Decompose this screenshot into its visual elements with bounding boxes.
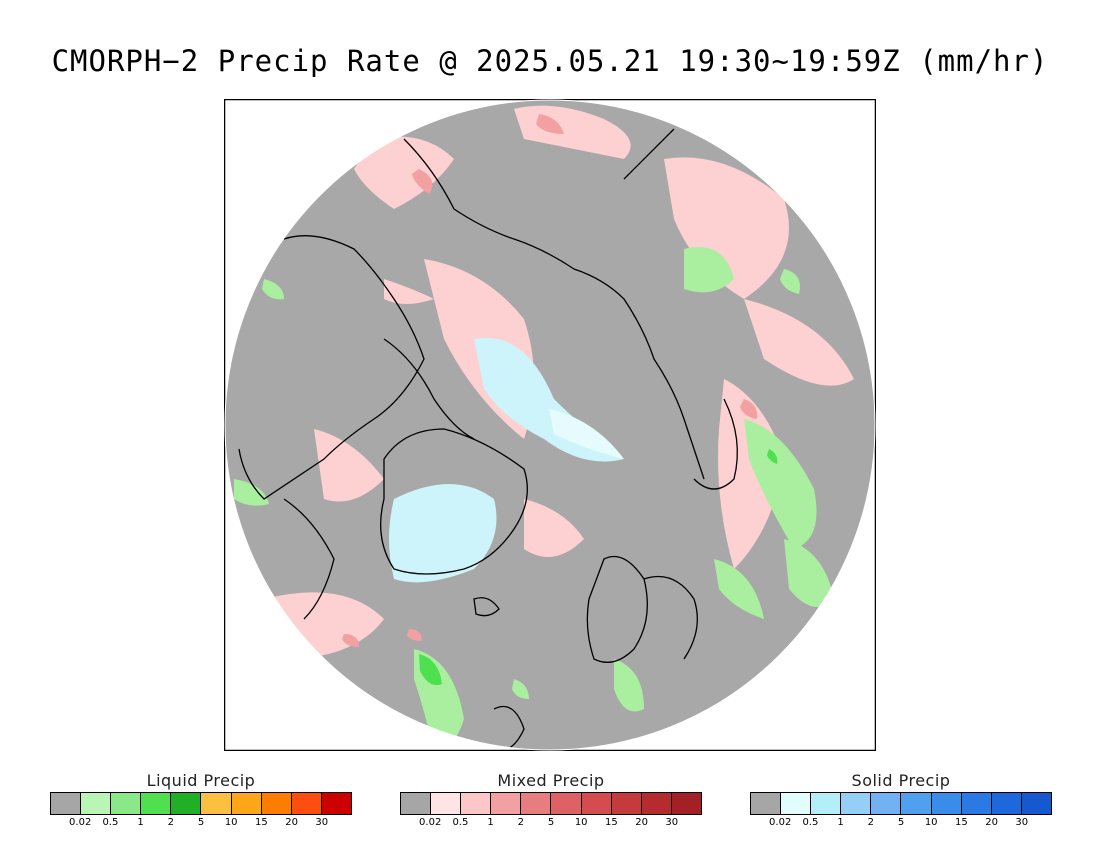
canada-coastline	[238, 235, 425, 500]
coastlines	[238, 128, 738, 750]
legend-tick-label: 20	[635, 817, 648, 828]
polar-precip-map	[224, 99, 876, 751]
arctic-archipelago	[383, 338, 475, 440]
legend-swatch	[841, 793, 872, 814]
legend-swatch	[461, 793, 492, 814]
legend-swatch	[401, 793, 432, 814]
mixed-precip-heavier	[342, 114, 758, 647]
legend-swatch	[1021, 793, 1051, 814]
legend-tick-label: 5	[897, 817, 905, 828]
color-bar	[400, 792, 702, 815]
legend-tick-label: 5	[197, 817, 205, 828]
scandinavia-coastline	[586, 555, 648, 663]
legend-tick-label: 10	[924, 817, 938, 828]
legend-swatch	[671, 793, 701, 814]
legend-tick-label: 0.02	[69, 817, 92, 828]
legend-swatch	[321, 793, 351, 814]
legend-swatch	[551, 793, 582, 814]
solid-precip-legend: Solid Precip 0.02 0.5 1 2 5 10 15 20 30	[750, 770, 1052, 829]
liquid-precip-legend: Liquid Precip 0.02 0.5 1 2 5 10 15 20 30	[50, 770, 352, 829]
legend-swatch	[51, 793, 82, 814]
mixed-precip-legend: Mixed Precip 0.02 0.5 1 2 5 10 15 20 30	[400, 770, 702, 829]
legend-tick-label: 2	[867, 817, 874, 828]
legend-swatch	[171, 793, 202, 814]
legend-tick-label: 15	[255, 817, 268, 828]
tick-labels: 0.02 0.5 1 2 5 10 15 20 30	[750, 815, 1052, 829]
finland-coastline	[643, 575, 698, 660]
legend-swatch	[521, 793, 552, 814]
legend-swatch	[231, 793, 262, 814]
legend-swatch	[141, 793, 172, 814]
tick-labels: 0.02 0.5 1 2 5 10 15 20 30	[50, 815, 352, 829]
legend-swatch	[931, 793, 962, 814]
chukotka-coast	[623, 128, 675, 180]
legend-swatch	[811, 793, 842, 814]
iceland-coastline	[473, 597, 500, 617]
legend-title: Mixed Precip	[497, 771, 605, 790]
legend-swatch	[991, 793, 1022, 814]
legend-title: Liquid Precip	[146, 771, 256, 790]
legend-swatch	[751, 793, 782, 814]
legend-swatch	[81, 793, 112, 814]
tick-labels: 0.02 0.5 1 2 5 10 15 20 30	[400, 815, 702, 829]
color-bar	[750, 792, 1052, 815]
kara-sea-coast	[693, 398, 738, 490]
legend-tick-label: 30	[315, 817, 329, 828]
liquid-precip-heavier	[419, 449, 778, 686]
legend-tick-label: 30	[665, 817, 679, 828]
legend-tick-label: 10	[574, 817, 588, 828]
legend-tick-label: 2	[517, 817, 524, 828]
legend-swatch	[581, 793, 612, 814]
siberia-coastline	[403, 138, 705, 480]
legend-tick-label: 1	[487, 817, 494, 828]
legend-tick-label: 1	[837, 817, 844, 828]
legend-tick-label: 0.5	[102, 817, 119, 828]
disc-edge	[224, 99, 876, 751]
legend-swatch	[431, 793, 462, 814]
legend-tick-label: 0.5	[802, 817, 819, 828]
legend-swatch	[261, 793, 292, 814]
legend-swatch	[291, 793, 322, 814]
legend-tick-label: 2	[167, 817, 174, 828]
legend-swatch	[201, 793, 232, 814]
legend-tick-label: 5	[547, 817, 555, 828]
legend-swatch	[961, 793, 992, 814]
legend-swatch	[641, 793, 672, 814]
legend-swatch	[781, 793, 812, 814]
map-title: CMORPH−2 Precip Rate @ 2025.05.21 19:30~…	[51, 44, 1049, 78]
solid-precip-core	[549, 409, 624, 459]
legend-tick-label: 30	[1015, 817, 1029, 828]
legend-swatch	[611, 793, 642, 814]
hudson-bay-coast	[283, 498, 335, 620]
color-bar	[50, 792, 352, 815]
legend-title: Solid Precip	[851, 771, 951, 790]
legend-tick-label: 15	[605, 817, 618, 828]
legend-swatch	[111, 793, 142, 814]
legend-tick-label: 0.5	[452, 817, 469, 828]
legend-tick-label: 10	[224, 817, 238, 828]
legend-tick-label: 20	[285, 817, 298, 828]
legend-tick-label: 20	[985, 817, 998, 828]
legend-tick-label: 1	[137, 817, 144, 828]
legend-swatch	[901, 793, 932, 814]
legend-tick-label: 0.02	[419, 817, 442, 828]
greenland-coastline	[380, 428, 528, 575]
legend-swatch	[491, 793, 522, 814]
legend-swatch	[871, 793, 902, 814]
legend-tick-label: 0.02	[769, 817, 792, 828]
legend-tick-label: 15	[955, 817, 968, 828]
